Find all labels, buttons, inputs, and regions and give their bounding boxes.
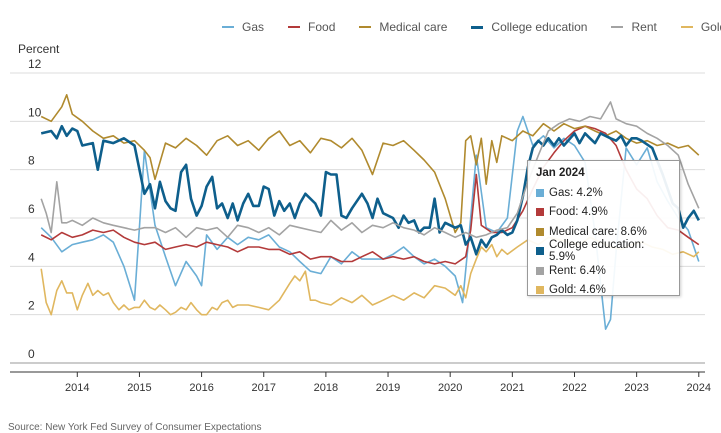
series-line-medical-care[interactable] <box>40 94 700 234</box>
y-axis-ticks: 0 2 4 6 8 10 12 <box>28 57 42 361</box>
legend-label: Gold <box>700 20 721 34</box>
x-tick-label: 2020 <box>438 382 462 394</box>
y-tick-label: 4 <box>28 250 35 264</box>
tooltip-swatch <box>536 266 544 275</box>
series-lines <box>40 94 700 330</box>
tooltip-row: Rent: 6.4% <box>536 261 671 281</box>
x-tick-label: 2014 <box>65 382 89 394</box>
tooltip-label: Rent: 6.4% <box>549 264 606 277</box>
tooltip-swatch <box>536 286 544 295</box>
y-tick-label: 6 <box>28 202 35 216</box>
x-tick-label: 2017 <box>251 382 275 394</box>
legend-item-gold[interactable]: Gold <box>680 20 721 34</box>
legend-swatch <box>611 26 624 28</box>
tooltip-label: Gas: 4.2% <box>549 186 603 199</box>
legend-label: Gas <box>242 20 265 34</box>
legend-item-rent[interactable]: Rent <box>611 20 657 34</box>
tooltip-label: Gold: 4.6% <box>549 284 606 297</box>
tooltip-label: Medical care: 8.6% <box>549 225 647 238</box>
tooltip-rows: Gas: 4.2% Food: 4.9% Medical care: 8.6% Col… <box>536 183 671 300</box>
y-tick-label: 8 <box>28 154 35 168</box>
tooltip-row: Gas: 4.2% <box>536 183 671 203</box>
x-axis-ticks: 2014 2015 2016 2017 2018 2019 2020 2021 2022 2023… <box>65 372 711 394</box>
tooltip-title: Jan 2024 <box>536 167 585 179</box>
source-note: Source: New York Fed Survey of Consumer … <box>8 422 262 433</box>
tooltip-swatch <box>536 227 544 236</box>
legend-label: Rent <box>631 20 657 34</box>
tooltip-row: Food: 4.9% <box>536 203 671 223</box>
tooltip-row: College education: 5.9% <box>536 239 671 264</box>
grid-lines <box>10 72 705 373</box>
y-tick-label: 0 <box>28 347 35 361</box>
tooltip-row: Medical care: 8.6% <box>536 222 671 242</box>
y-tick-label: 10 <box>28 105 42 119</box>
legend-swatch <box>471 25 484 29</box>
x-tick-label: 2022 <box>562 382 586 394</box>
tooltip-label: Food: 4.9% <box>549 206 608 219</box>
x-tick-label: 2016 <box>189 382 213 394</box>
y-tick-label: 2 <box>28 299 35 313</box>
legend-label: Medical care <box>379 20 448 34</box>
legend-swatch <box>680 26 693 28</box>
hover-tooltip: Jan 2024 Gas: 4.2% Food: 4.9% Medical care… <box>527 160 680 296</box>
tooltip-swatch <box>536 188 544 197</box>
tooltip-swatch <box>536 208 544 217</box>
x-tick-label: 2023 <box>624 382 648 394</box>
x-tick-label: 2024 <box>687 382 711 394</box>
x-tick-label: 2019 <box>376 382 400 394</box>
legend-swatch <box>222 26 234 28</box>
series-line-rent[interactable] <box>40 101 700 239</box>
legend-swatch <box>288 26 301 28</box>
tooltip-row: Gold: 4.6% <box>536 281 671 301</box>
chart-legend[interactable]: Gas Food Medical care College education Rent… <box>222 20 721 34</box>
legend-swatch <box>359 26 372 28</box>
tooltip-swatch <box>536 247 544 256</box>
x-tick-label: 2015 <box>127 382 151 394</box>
y-axis-label: Percent <box>18 42 60 56</box>
legend-item-food[interactable]: Food <box>288 20 335 34</box>
legend-label: Food <box>308 20 336 34</box>
tooltip-label: College education: 5.9% <box>549 239 645 264</box>
x-tick-label: 2018 <box>314 382 338 394</box>
legend-item-college-education[interactable]: College education <box>471 20 587 34</box>
legend-item-gas[interactable]: Gas <box>222 20 264 34</box>
y-tick-label: 12 <box>28 57 42 71</box>
series-line-college-education[interactable] <box>40 124 700 256</box>
x-tick-label: 2021 <box>500 382 524 394</box>
legend-label: College education <box>491 20 588 34</box>
legend-item-medical-care[interactable]: Medical care <box>359 20 447 34</box>
